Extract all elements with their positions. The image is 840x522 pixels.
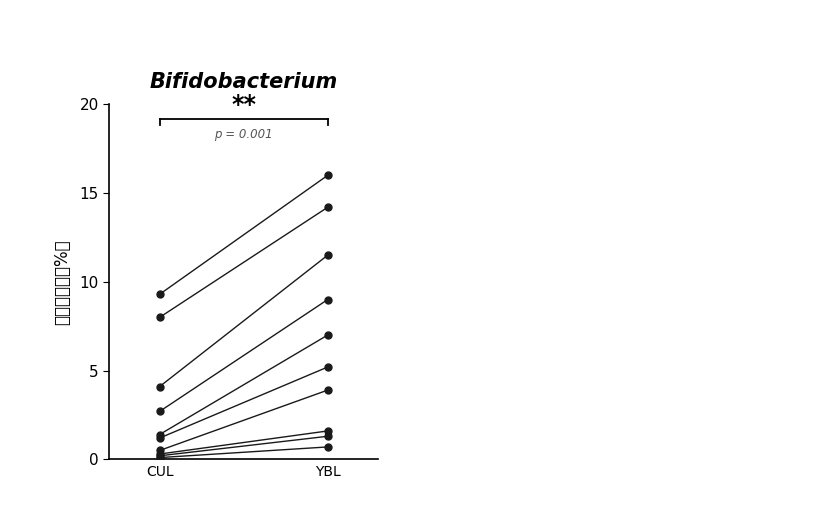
Y-axis label: 相対的割合（%）: 相対的割合（%）	[53, 239, 71, 325]
Text: **: **	[231, 93, 256, 117]
Title: Bifidobacterium: Bifidobacterium	[150, 72, 338, 92]
Text: p = 0.001: p = 0.001	[214, 128, 273, 141]
